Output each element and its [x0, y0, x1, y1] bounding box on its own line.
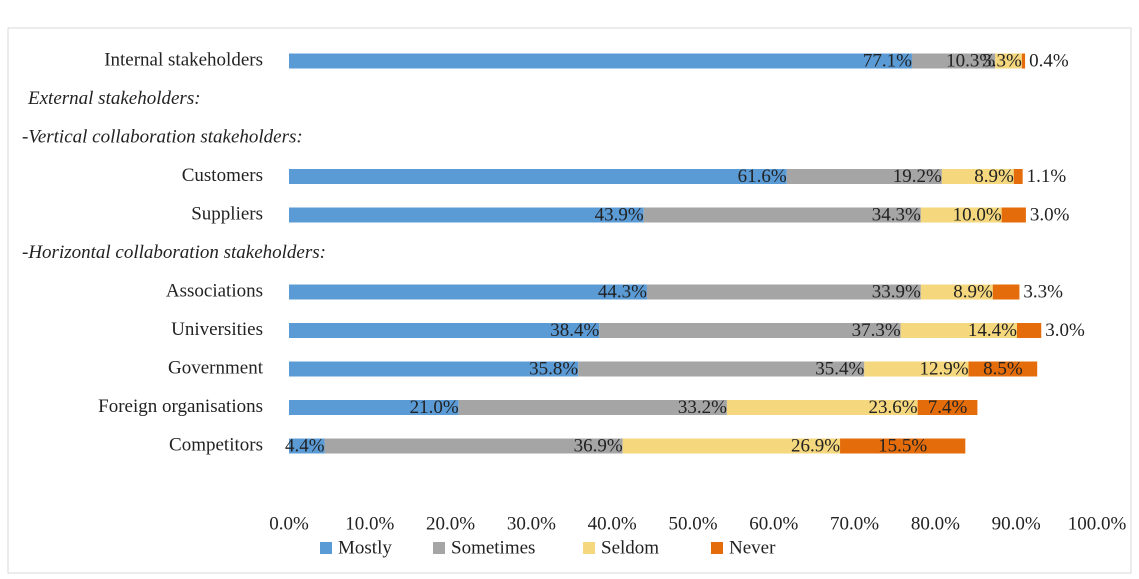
data-label: 0.4% [1029, 50, 1069, 71]
bar-segment [995, 53, 1022, 69]
data-label: 21.0% [410, 397, 459, 418]
x-tick-label: 50.0% [668, 513, 717, 534]
x-tick-label: 90.0% [992, 513, 1041, 534]
data-label: 23.6% [869, 397, 918, 418]
data-label: 4.4% [285, 435, 325, 456]
data-label: 34.3% [872, 204, 921, 225]
x-tick-label: 100.0% [1068, 513, 1127, 534]
data-label: 3.3% [1023, 281, 1063, 302]
bar-segment [920, 284, 993, 300]
group-label: External stakeholders: [27, 88, 201, 109]
data-label: 26.9% [791, 435, 840, 456]
data-label: 15.5% [878, 435, 927, 456]
bar-segment [840, 438, 966, 454]
bar-segment [726, 400, 918, 415]
data-label: 10.3% [946, 50, 995, 71]
data-label: 61.6% [738, 166, 787, 187]
bar-segment [646, 284, 921, 300]
legend-swatch [433, 542, 445, 554]
chart-border [7, 27, 1132, 574]
bar-segment [289, 53, 912, 69]
category-label: Suppliers [191, 203, 263, 224]
bar-segment [917, 400, 978, 415]
bar-segment [289, 284, 647, 300]
legend-swatch [711, 542, 723, 554]
bar-segment [1017, 323, 1042, 338]
data-label: 3.0% [1045, 320, 1085, 341]
group-label: -Vertical collaboration stakeholders: [22, 126, 303, 147]
bar-segment [992, 284, 1020, 300]
bar-segment [920, 207, 1002, 223]
bar-segment [289, 323, 600, 338]
category-label: Customers [182, 165, 263, 186]
legend-label: Never [729, 537, 776, 558]
data-label: 44.3% [598, 281, 647, 302]
bar-segment [968, 361, 1038, 377]
data-label: 14.4% [968, 320, 1017, 341]
bar-segment [599, 323, 901, 338]
data-label: 77.1% [863, 50, 912, 71]
category-label: Internal stakeholders [104, 49, 263, 70]
data-label: 7.4% [928, 397, 968, 418]
data-label: 36.9% [574, 435, 623, 456]
bar-segment [622, 438, 841, 454]
bar-segment [1013, 169, 1023, 184]
bar-segment [324, 438, 623, 454]
bar-segment [289, 207, 644, 223]
data-label: 3.3% [982, 50, 1022, 71]
data-label: 19.2% [893, 166, 942, 187]
data-label: 8.5% [983, 358, 1023, 379]
data-label: 33.2% [678, 397, 727, 418]
x-tick-label: 70.0% [830, 513, 879, 534]
category-label: Competitors [169, 434, 263, 455]
bar-segment [289, 169, 787, 184]
data-label: 8.9% [974, 166, 1014, 187]
data-label: 12.9% [919, 358, 968, 379]
category-label: Government [168, 357, 264, 378]
data-label: 1.1% [1027, 166, 1067, 187]
legend-label: Mostly [338, 537, 392, 558]
bar-segment [1021, 53, 1026, 69]
bar-segment [289, 438, 325, 454]
legend-label: Seldom [601, 537, 659, 558]
x-tick-label: 10.0% [345, 513, 394, 534]
bar-segment [900, 323, 1018, 338]
x-tick-label: 60.0% [749, 513, 798, 534]
group-label: -Horizontal collaboration stakeholders: [22, 242, 326, 263]
x-tick-label: 30.0% [507, 513, 556, 534]
category-label: Universities [171, 319, 263, 340]
data-label: 3.0% [1030, 204, 1070, 225]
data-label: 10.0% [953, 204, 1002, 225]
bar-segment [289, 361, 579, 377]
category-label: Associations [166, 280, 263, 301]
data-label: 37.3% [852, 320, 901, 341]
x-tick-label: 80.0% [911, 513, 960, 534]
data-label: 8.9% [953, 281, 993, 302]
bar-segment [911, 53, 996, 69]
data-label: 35.8% [529, 358, 578, 379]
bar-segment [289, 400, 459, 415]
x-tick-label: 40.0% [588, 513, 637, 534]
bar-segment [864, 361, 969, 377]
legend-label: Sometimes [451, 537, 535, 558]
x-tick-label: 20.0% [426, 513, 475, 534]
bar-segment [1001, 207, 1026, 223]
legend-swatch [583, 542, 595, 554]
category-label: Foreign organisations [98, 396, 263, 417]
data-label: 43.9% [595, 204, 644, 225]
data-label: 33.9% [872, 281, 921, 302]
bar-segment [643, 207, 921, 223]
bar-segment [458, 400, 727, 415]
bar-segment [578, 361, 865, 377]
x-tick-label: 0.0% [269, 513, 309, 534]
bar-segment [941, 169, 1014, 184]
data-label: 35.4% [815, 358, 864, 379]
bar-segment [786, 169, 942, 184]
data-label: 38.4% [550, 320, 599, 341]
legend-swatch [320, 542, 332, 554]
